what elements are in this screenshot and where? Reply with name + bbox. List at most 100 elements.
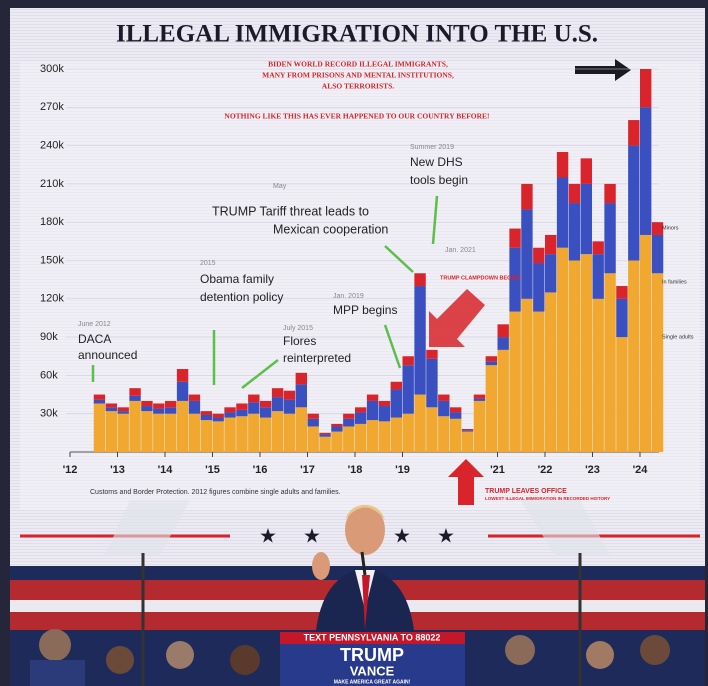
bar-segment [403,356,414,365]
bar-segment [248,395,259,403]
note: NOTHING LIKE THIS HAS EVER HAPPENED TO O… [224,112,489,121]
bar-segment [284,391,295,400]
bar-segment [319,433,330,434]
bar-segment [272,388,283,397]
x-tick-label: '16 [253,464,268,476]
star: ★ [303,525,321,547]
bar-segment [569,203,580,260]
bar-segment [106,411,117,452]
bar-segment [438,395,449,401]
bar-segment [236,416,247,452]
x-tick-label: '17 [300,464,315,476]
bar-segment [593,241,604,254]
bar-segment [153,403,164,408]
x-tick-label: '15 [205,464,220,476]
annotation: reinterpreted [283,351,351,365]
bar-segment [308,414,319,419]
bar-segment [129,396,140,401]
x-tick-label: '13 [110,464,125,476]
legend-label: Single adults [662,334,694,340]
y-tick-label: 120k [40,293,64,305]
bar-segment [616,299,627,337]
bar-segment [604,273,615,452]
annotation: LOWEST ILLEGAL IMMIGRATION IN RECORDED H… [485,496,610,501]
bar-segment [248,414,259,452]
bar-segment [94,403,105,452]
bar-segment [581,254,592,452]
bar-segment [129,388,140,396]
bar-segment [533,312,544,452]
x-tick-label: '21 [490,464,505,476]
bar-segment [581,158,592,184]
annotation: TRUMP LEAVES OFFICE [485,488,567,495]
bar-segment [414,395,425,452]
bar-segment [367,401,378,420]
bar-segment [224,407,235,412]
bar-segment [189,414,200,452]
bar-segment [391,382,402,390]
bar-segment [201,415,212,420]
bar-segment [189,395,200,401]
bar-segment [652,273,663,452]
podium-sign-text: TEXT PENNSYLVANIA TO 88022 [304,632,441,642]
bar-segment [284,400,295,414]
bar-segment [118,414,129,452]
bar-segment [94,400,105,404]
bar-segment [509,229,520,248]
bar-segment [331,432,342,452]
bar-segment [224,412,235,417]
bar-segment [165,401,176,407]
star: ★ [393,525,411,547]
annotation: tools begin [410,173,468,187]
subtitle: BIDEN WORLD RECORD ILLEGAL IMMIGRANTS, [268,60,448,69]
y-tick-label: 240k [40,140,64,152]
subtitle: ALSO TERRORISTS. [322,82,395,91]
bar-segment [379,421,390,452]
bar-segment [141,406,152,411]
bar-segment [379,406,390,421]
bar-segment [426,359,437,408]
bar-segment [379,401,390,406]
bar-segment [557,248,568,452]
bar-segment [236,403,247,409]
bar-segment [545,235,556,254]
bar-segment [343,426,354,452]
annotation: Jan. 2021 [445,247,476,254]
x-tick-label: '12 [63,464,78,476]
scene: ILLEGAL IMMIGRATION INTO THE U.S. BIDEN … [0,0,708,686]
bar-segment [129,401,140,452]
bar-segment [498,350,509,452]
bar-segment [640,69,651,107]
annotation: Obama family [200,272,274,286]
bar-segment [438,416,449,452]
bar-segment [367,395,378,401]
legend-label: Minors [662,225,679,231]
bar-segment [118,407,129,411]
bar-segment [177,369,188,382]
bar-segment [462,429,473,430]
bar-segment [367,420,378,452]
bar-segment [189,401,200,414]
bar-segment [581,184,592,254]
bar-segment [604,184,615,203]
bar-segment [569,261,580,453]
bar-segment [462,432,473,452]
bar-segment [403,414,414,452]
bar-segment [141,411,152,452]
bar-segment [557,152,568,178]
bar-segment [391,389,402,417]
x-tick-label: '22 [538,464,553,476]
bar-segment [201,420,212,452]
bar-segment [438,401,449,416]
y-tick-label: 300k [40,63,64,75]
annotation: announced [78,348,137,362]
annotation: Mexican cooperation [273,222,388,236]
bar-segment [224,418,235,452]
x-tick-label: '23 [585,464,600,476]
bar-segment [486,365,497,452]
annotation: TRUMP CLAMPDOWN BEGINS [440,275,521,281]
bar-segment [640,107,651,235]
annotation: MPP begins [333,303,397,317]
bar-segment [426,407,437,452]
annotation: Jan. 2019 [333,293,364,300]
